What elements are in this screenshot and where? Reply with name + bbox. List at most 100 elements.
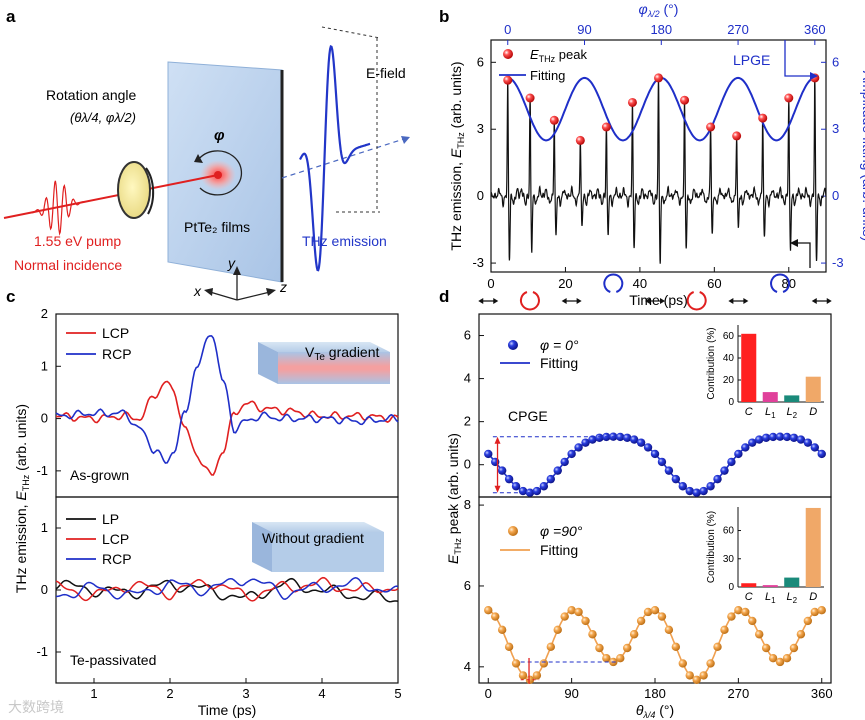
- d-bot-inset-bar-l2: [784, 577, 800, 587]
- b-peak-point: [503, 75, 513, 85]
- b-peak-point: [784, 93, 794, 103]
- d-top-point: [588, 435, 597, 444]
- lpge-label: LPGE: [733, 52, 770, 68]
- d-bot-point: [581, 616, 590, 626]
- d-bot-point: [602, 654, 611, 663]
- d-bot-point: [532, 671, 542, 680]
- phi-symbol: φ: [214, 127, 225, 144]
- d-top-legend-phi: φ = 0°: [540, 337, 579, 353]
- b-right-tick-label: 3: [832, 121, 839, 136]
- legend-fit-label: Fitting: [530, 68, 565, 83]
- te-passivated-label: Te-passivated: [70, 652, 156, 668]
- thz-propagation-axis: [281, 136, 411, 179]
- d-top-point: [616, 432, 625, 442]
- d-top-point: [643, 443, 653, 452]
- d-top-point: [768, 432, 778, 442]
- d-top-ytick-label: 2: [464, 414, 471, 429]
- b-xtick-label: 0: [487, 276, 494, 291]
- d-top-inset-bar-l1: [762, 392, 778, 402]
- d-bot-point: [713, 642, 722, 652]
- d-top-ytick-label: 6: [464, 328, 471, 343]
- phi-arrow-head: [194, 154, 203, 163]
- d-top-point: [650, 449, 660, 459]
- pump-label: 1.55 eV pump: [34, 233, 121, 249]
- d-xtick-label: 360: [811, 686, 833, 701]
- panel-d-bottom-frame: [478, 496, 832, 684]
- lpge-arrow-head: [810, 72, 818, 80]
- d-xtick-label: 90: [564, 686, 578, 701]
- d-bot-point: [491, 612, 500, 621]
- c-bot-rcp-trace: [56, 577, 399, 600]
- d-bot-ytick-label: 8: [464, 497, 471, 512]
- b-ytick-label: 6: [477, 54, 484, 69]
- c-xlabel: Time (ps): [198, 702, 257, 718]
- x-axis-head: [204, 288, 213, 296]
- c-bot-ytick-label: -1: [36, 644, 48, 659]
- b-top-tick-label: 0: [504, 22, 511, 37]
- thz-label: THz emission: [302, 233, 387, 249]
- without-gradient-label: Without gradient: [262, 530, 364, 546]
- d-bot-point: [539, 659, 549, 668]
- b-xtick-label: 40: [633, 276, 647, 291]
- vte-gradient-label: VTe gradient: [305, 344, 379, 363]
- d-bot-point: [692, 675, 701, 684]
- c-top-legend-lcp: LCP: [102, 325, 129, 341]
- b-right-tick-label: 6: [832, 54, 839, 69]
- d-top-inset-ytick-label: 60: [723, 331, 735, 342]
- b-top-tick-label: 180: [650, 22, 672, 37]
- d-bot-point: [560, 612, 569, 621]
- b-ylabel: THz emission, ETHz (arb. units): [448, 61, 466, 250]
- panel-c-chart: c -1 0 1 2 -1 0 1 1 2 3 4 5 Time (ps) THz emission, E…: [6, 287, 402, 718]
- thz-arrow-head: [401, 136, 410, 144]
- d-top-inset-ytick-label: 0: [728, 397, 734, 408]
- polarization-icons: [478, 273, 832, 311]
- axis-y-label: y: [227, 255, 236, 271]
- left-arrow-head: [790, 239, 798, 247]
- d-bot-point: [671, 642, 681, 652]
- d-bot-point: [782, 654, 792, 663]
- d-top-legend-marker: [508, 340, 518, 350]
- d-bot-point: [616, 654, 625, 663]
- d-bot-point: [643, 607, 653, 617]
- d-bot-point: [817, 606, 826, 615]
- lp-arrow-left: [645, 298, 650, 304]
- lp-arrow-left: [811, 298, 817, 304]
- d-top-inset-ytick-label: 20: [723, 375, 735, 386]
- lp-arrow-right: [826, 298, 832, 304]
- d-top-point: [546, 474, 555, 484]
- panel-d-chart: d 0 2 4 6 4 6 8 0 90 180 270 360 θλ/4 (°) ETHz peak (…: [439, 273, 833, 720]
- d-top-point: [775, 432, 785, 441]
- d-top-point: [720, 466, 729, 475]
- d-top-point: [581, 438, 590, 447]
- watermark: 大数跨境: [8, 699, 64, 715]
- d-top-point: [553, 466, 562, 475]
- c-bot-legend-lp: LP: [102, 511, 119, 527]
- d-bot-point: [588, 630, 597, 639]
- d-top-inset-cat-label: L2: [786, 406, 797, 420]
- plain-slab-side: [252, 522, 272, 572]
- d-bot-point: [706, 659, 715, 668]
- b-peak-point: [627, 97, 637, 107]
- d-top-point: [782, 432, 792, 442]
- d-bot-fit-curve: [487, 609, 822, 681]
- z-axis-head: [266, 288, 276, 296]
- b-top-tick-label: 90: [577, 22, 591, 37]
- c-bot-lcp-trace: [55, 576, 399, 602]
- d-top-point: [706, 482, 715, 491]
- panel-b-letter: b: [439, 7, 449, 26]
- d-top-inset-bar-d: [805, 376, 821, 402]
- b-peak-point: [549, 115, 559, 125]
- d-bot-point: [803, 616, 813, 626]
- d-bot-inset-ytick-label: 60: [723, 526, 735, 537]
- c-top-ytick-label: 0: [41, 411, 48, 426]
- x-axis-arrow: [209, 291, 238, 301]
- waveplate: [117, 161, 151, 219]
- d-bot-point: [623, 643, 632, 653]
- lp-arrow-left: [561, 298, 567, 304]
- b-thz-trace: [490, 77, 827, 264]
- axis-z-label: z: [279, 279, 287, 295]
- d-bot-point: [775, 657, 785, 667]
- b-peak-point: [706, 122, 716, 132]
- waveplate-rotation-arrow: [145, 167, 155, 215]
- d-bot-point: [678, 659, 687, 668]
